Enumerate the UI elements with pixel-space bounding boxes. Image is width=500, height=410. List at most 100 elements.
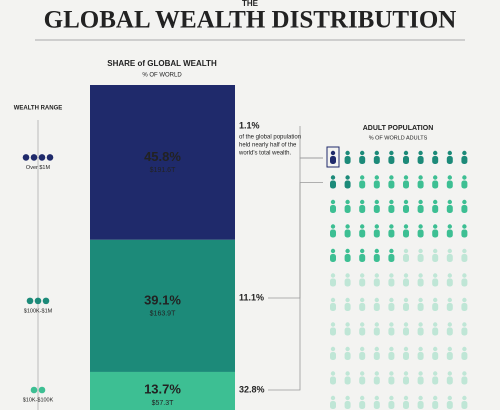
person-part: [388, 376, 395, 385]
annotation-line: held nearly half of the: [239, 143, 297, 149]
person-part: [373, 376, 380, 385]
person-part: [403, 376, 409, 385]
person-part: [418, 150, 423, 156]
share-label: 39.1%: [144, 292, 181, 307]
person-icon: [373, 395, 380, 409]
person-part: [417, 278, 424, 287]
person-part: [462, 224, 467, 229]
population-title: ADULT POPULATION: [363, 125, 434, 132]
person-part: [360, 199, 365, 205]
person-part: [344, 229, 351, 238]
person-icon: [432, 224, 439, 238]
coin-icon: [38, 154, 46, 161]
person-icon: [461, 346, 468, 360]
person-icon: [461, 297, 468, 311]
person-part: [330, 371, 336, 376]
person-part: [360, 248, 365, 254]
person-part: [446, 229, 453, 238]
person-part: [359, 327, 366, 336]
highlight-box: [326, 146, 340, 168]
person-part: [345, 371, 350, 376]
person-part: [330, 303, 336, 311]
person-part: [403, 224, 409, 229]
person-icon: [417, 297, 424, 311]
person-part: [389, 199, 394, 205]
person-part: [373, 229, 380, 238]
person-part: [389, 224, 394, 229]
person-icon: [388, 322, 395, 336]
person-part: [433, 150, 438, 156]
category-label: Over $1M: [26, 165, 51, 171]
person-icon: [403, 322, 409, 336]
person-icon: [432, 322, 439, 336]
person-part: [418, 371, 423, 376]
person-part: [344, 327, 351, 336]
person-part: [432, 205, 439, 213]
person-part: [344, 156, 351, 164]
person-part: [447, 273, 452, 278]
person-icon: [373, 175, 380, 189]
person-part: [432, 376, 439, 385]
person-part: [447, 371, 452, 376]
person-part: [330, 199, 336, 205]
subtitle: SHARE of GLOBAL WEALTH: [107, 59, 217, 68]
person-part: [417, 352, 424, 360]
person-part: [462, 371, 467, 376]
person-part: [330, 156, 336, 164]
person-part: [432, 156, 439, 164]
person-part: [389, 297, 394, 303]
person-part: [446, 180, 453, 189]
person-part: [359, 156, 366, 164]
person-part: [403, 199, 409, 205]
person-part: [403, 346, 409, 352]
person-part: [418, 346, 423, 352]
person-part: [345, 297, 350, 303]
person-part: [417, 180, 424, 189]
person-icon: [417, 273, 424, 287]
person-icon: [373, 248, 380, 262]
person-part: [373, 254, 380, 262]
person-icon: [330, 273, 336, 287]
person-part: [461, 327, 468, 336]
person-icon: [373, 199, 380, 213]
person-part: [359, 254, 366, 262]
person-icon: [373, 322, 380, 336]
person-part: [432, 180, 439, 189]
person-part: [433, 346, 438, 352]
person-part: [389, 150, 394, 156]
person-part: [403, 322, 409, 327]
person-part: [344, 205, 351, 213]
person-part: [403, 205, 409, 213]
coin-icon: [34, 297, 42, 305]
person-part: [432, 303, 439, 311]
person-part: [388, 205, 395, 213]
person-icon: [446, 297, 453, 311]
person-part: [462, 322, 467, 327]
person-part: [432, 327, 439, 336]
person-part: [388, 352, 395, 360]
person-icon: [403, 395, 409, 409]
person-icon: [330, 322, 336, 336]
person-icon: [359, 346, 366, 360]
person-part: [344, 254, 351, 262]
person-part: [433, 199, 438, 205]
person-part: [360, 346, 365, 352]
person-part: [461, 229, 468, 238]
person-icon: [417, 150, 424, 164]
person-icon: [388, 297, 395, 311]
person-icon: [461, 273, 468, 287]
person-part: [403, 371, 409, 376]
person-icon: [432, 199, 439, 213]
person-icon: [373, 297, 380, 311]
person-icon: [388, 199, 395, 213]
person-part: [344, 401, 351, 409]
person-part: [345, 150, 350, 156]
person-icon: [417, 322, 424, 336]
person-part: [330, 327, 336, 336]
person-icon: [344, 297, 351, 311]
person-part: [359, 205, 366, 213]
person-icon: [417, 248, 424, 262]
person-icon: [330, 150, 336, 164]
person-part: [403, 248, 409, 254]
wealth-segment: [90, 371, 235, 410]
